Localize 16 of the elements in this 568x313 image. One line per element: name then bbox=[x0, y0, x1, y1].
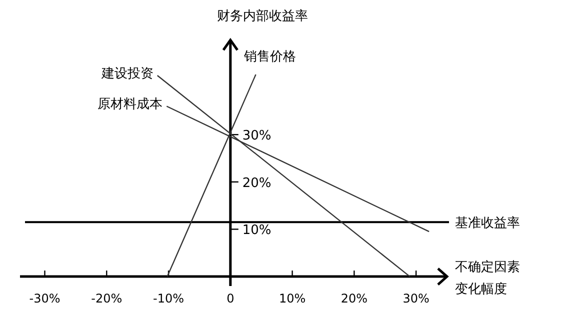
series-label: 建设投资 bbox=[100, 66, 154, 82]
x-tick-label: -20% bbox=[91, 292, 122, 306]
x-tick-label: 0 bbox=[226, 292, 234, 306]
x-tick-label: -10% bbox=[153, 292, 184, 306]
x-tick-label: 10% bbox=[278, 292, 306, 306]
series-label: 原材料成本 bbox=[98, 97, 163, 112]
x-axis-title: 不确定因素变化幅度 bbox=[455, 258, 521, 299]
y-tick-label: 10% bbox=[242, 223, 272, 238]
y-tick-label: 30% bbox=[242, 128, 272, 144]
series-label: 销售价格 bbox=[242, 50, 296, 65]
x-tick-label: -30% bbox=[29, 292, 60, 306]
y-axis-title: 财务内部收益率 bbox=[216, 8, 308, 24]
ref-line-label: 基准收益率 bbox=[455, 215, 520, 232]
x-tick-label: 30% bbox=[402, 292, 430, 306]
y-tick-label: 20% bbox=[242, 176, 272, 191]
x-tick-label: 20% bbox=[340, 292, 368, 306]
